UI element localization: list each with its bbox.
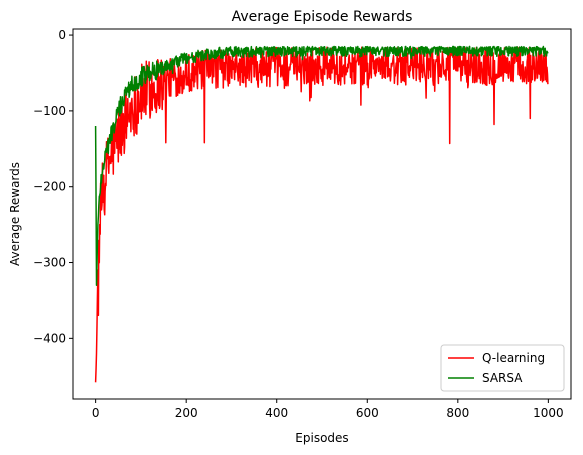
y-tick-label: −300 [33,256,66,270]
series-line-q-learning [94,46,549,383]
y-tick-label: −400 [33,331,66,345]
x-tick-label: 800 [446,406,469,420]
x-tick-label: 200 [175,406,198,420]
x-tick-label: 400 [265,406,288,420]
y-tick-label: −100 [33,104,66,118]
legend: Q-learning SARSA [440,344,565,392]
series-layer [94,45,549,383]
x-axis-label: Episodes [295,431,348,445]
y-axis-label: Average Rewards [8,162,22,266]
y-tick-label: −200 [33,180,66,194]
y-tick-label: 0 [58,28,66,42]
legend-label: Q-learning [482,351,545,365]
x-tick-label: 0 [92,406,100,420]
x-tick-label: 1000 [533,406,564,420]
chart-title: Average Episode Rewards [232,9,413,25]
plot-frame [72,28,572,400]
legend-label: SARSA [482,371,523,385]
series-line-sarsa [94,45,549,287]
x-tick-label: 600 [356,406,379,420]
ticks-layer: 0 200 400 600 800 1000 0 −100 −200 −300 −400 [33,28,564,420]
legend-box [440,344,565,392]
